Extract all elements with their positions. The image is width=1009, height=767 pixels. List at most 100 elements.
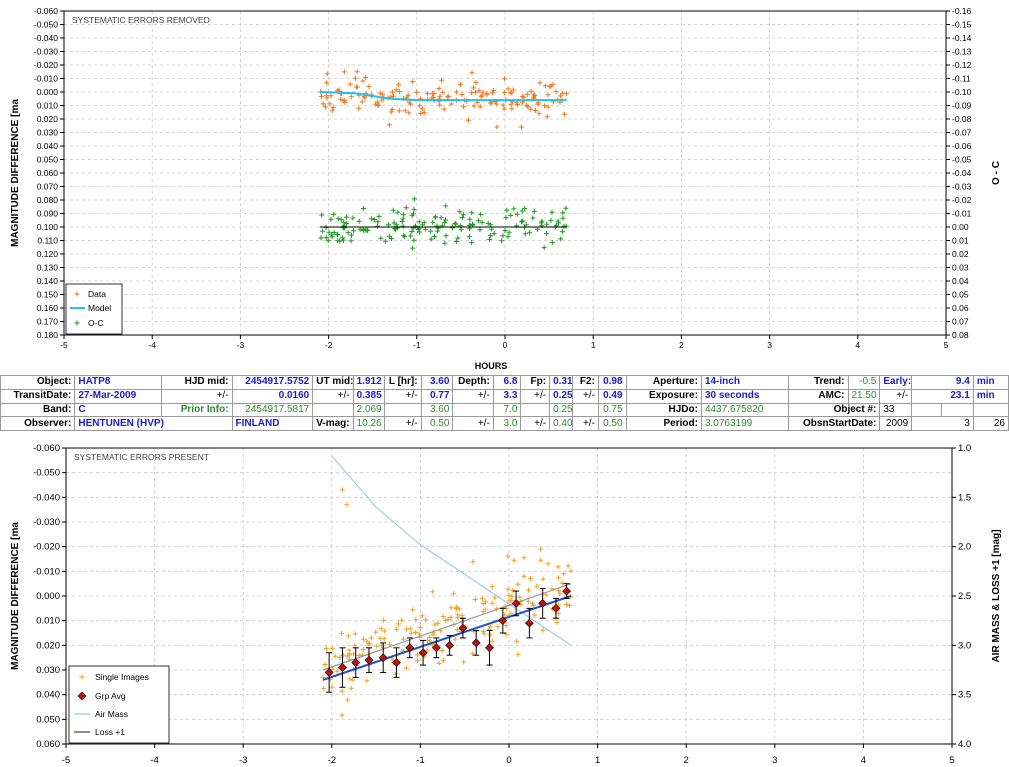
data-point: [396, 108, 402, 114]
data-point: [494, 124, 500, 130]
obsn-year: 2009: [879, 416, 913, 431]
exposure-label: Exposure:: [625, 388, 702, 404]
oc-point: [523, 222, 529, 228]
grp-avg-point: [324, 668, 334, 677]
grp-avg-point: [445, 640, 455, 650]
vmag-pm: +/-: [384, 416, 422, 431]
single-image-point: [538, 546, 544, 552]
f2-value: 0.98: [597, 375, 627, 390]
info-row-4: Observer: HENTUNEN (HVP) FINLAND V-mag: …: [0, 416, 1009, 431]
single-image-point: [435, 620, 441, 626]
oc-point: [541, 245, 547, 251]
single-image-point: [345, 633, 351, 639]
data-point: [473, 89, 479, 95]
single-image-point: [564, 601, 569, 607]
oc-point: [350, 215, 356, 221]
data-point: [356, 105, 362, 111]
single-image-point: [511, 557, 517, 563]
oc-point: [455, 235, 461, 241]
single-image-point: [556, 575, 561, 581]
single-image-point: [487, 623, 493, 629]
single-image-point: [424, 647, 430, 653]
f2-prior-error: 0.50: [597, 416, 627, 431]
oc-point: [522, 231, 528, 237]
fp-pm: +/-: [520, 388, 551, 404]
single-image-point: [472, 597, 478, 602]
oc-point: [491, 231, 497, 236]
amc-label: AMC:: [788, 388, 849, 404]
oc-point: [375, 219, 381, 225]
object-label: Object:: [0, 375, 76, 390]
depth-prior-error: 3.0: [492, 416, 522, 431]
single-image-point: [505, 586, 511, 592]
single-image-point: [344, 502, 350, 508]
single-image-point: [538, 557, 544, 563]
data-point: [328, 93, 334, 99]
single-image-point: [514, 638, 520, 644]
single-image-point: [350, 677, 356, 683]
grp-avg-point: [378, 653, 388, 663]
oc-point: [477, 227, 483, 233]
data-point: [505, 86, 511, 92]
data-point: [353, 84, 359, 90]
depth-value: 6.8: [492, 375, 522, 390]
y-left-tick-label: 0.060: [37, 168, 59, 178]
single-image-point: [324, 646, 329, 652]
depth-prior-pm: +/-: [452, 416, 494, 431]
oc-point: [393, 222, 399, 228]
single-image-point: [401, 636, 407, 642]
x-tick-label: 1: [595, 755, 600, 766]
oc-point: [438, 215, 444, 221]
data-point: [547, 84, 553, 90]
single-image-point: [521, 555, 527, 561]
oc-point: [519, 219, 524, 225]
data-point: [324, 71, 330, 77]
fp-prior-error: 0.40: [549, 416, 574, 431]
oc-point: [505, 234, 511, 240]
oc-point: [506, 229, 512, 235]
oc-point: [556, 220, 561, 226]
y-left-axis-label: MAGNITUDE DIFFERENCE [ma: [10, 522, 21, 670]
y-left-tick-label: 0.040: [36, 690, 60, 701]
data-point: [525, 104, 531, 110]
x-tick-label: 0: [506, 755, 511, 766]
airmass-line: [331, 455, 572, 646]
trend-label: Trend:: [788, 375, 849, 390]
length-error: 0.77: [420, 388, 454, 404]
vmag-value: 10.26: [352, 416, 386, 431]
single-image-point: [517, 594, 523, 600]
oc-point: [409, 229, 415, 234]
x-axis-label: HOURS: [475, 361, 508, 371]
prior-f2-value: 0.75: [597, 402, 627, 418]
oc-point: [345, 230, 351, 236]
hjd-mid-value: 2454917.5752: [231, 375, 314, 390]
single-image-point: [495, 624, 501, 630]
single-image-point: [470, 651, 476, 657]
oc-point: [434, 223, 440, 229]
data-point: [410, 79, 416, 85]
legend-data-marker: [74, 291, 80, 297]
data-point: [508, 89, 514, 95]
single-image-point: [403, 626, 409, 632]
oc-point: [560, 215, 566, 221]
oc-point: [413, 223, 418, 229]
data-point: [389, 106, 395, 112]
data-point: [390, 89, 395, 95]
data-point: [491, 88, 497, 93]
x-tick-label: 2: [684, 755, 689, 766]
data-point: [548, 83, 554, 89]
single-image-point: [556, 610, 562, 616]
grp-avg-point: [418, 648, 428, 658]
y-right-tick-label: -0.13: [952, 47, 972, 57]
legend-loss-label: Loss +1: [95, 727, 125, 737]
single-image-point: [373, 629, 379, 635]
single-image-point: [329, 666, 335, 672]
single-image-point: [399, 617, 405, 623]
grp-avg-point: [562, 586, 572, 596]
y-left-tick-label: 0.110: [37, 236, 58, 246]
chart-note: SYSTEMATIC ERRORS PRESENT: [74, 452, 209, 462]
oc-point: [389, 236, 394, 242]
oc-point: [411, 237, 417, 243]
single-image-point: [382, 628, 388, 634]
oc-point: [399, 219, 405, 224]
